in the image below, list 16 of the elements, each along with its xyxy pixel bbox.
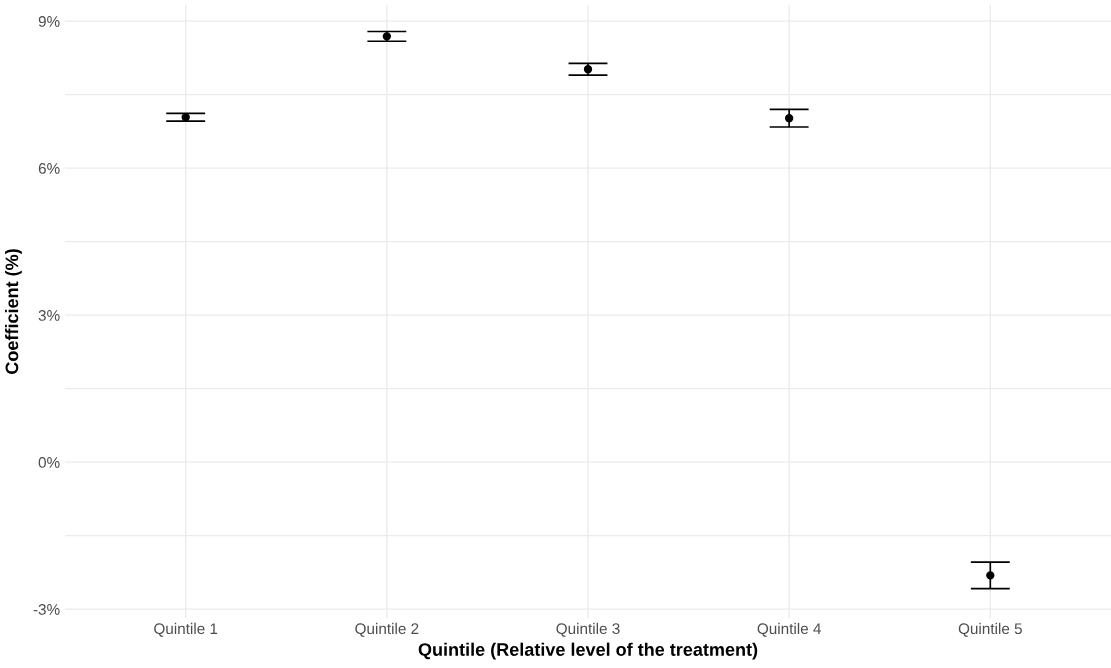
- point: [382, 32, 392, 41]
- point: [986, 571, 995, 580]
- x-tick-label: Quintile 4: [757, 622, 821, 637]
- y-axis-title: Coefficient (%): [5, 249, 22, 374]
- point: [784, 114, 794, 123]
- y-tick-label: 9%: [38, 16, 60, 27]
- x-tick-label: Quintile 2: [355, 622, 419, 637]
- point: [583, 65, 593, 74]
- y-tick-label: 0%: [38, 457, 60, 468]
- x-axis-title: Quintile (Relative level of the treatment): [418, 642, 758, 660]
- y-tick-label: 6%: [38, 163, 60, 174]
- x-tick-label: Quintile 5: [958, 622, 1022, 637]
- x-tick-label: Quintile 3: [556, 622, 620, 637]
- y-tick-label: 3%: [38, 310, 60, 321]
- x-tick-label: Quintile 1: [154, 622, 218, 637]
- y-tick-label: -3%: [33, 604, 60, 615]
